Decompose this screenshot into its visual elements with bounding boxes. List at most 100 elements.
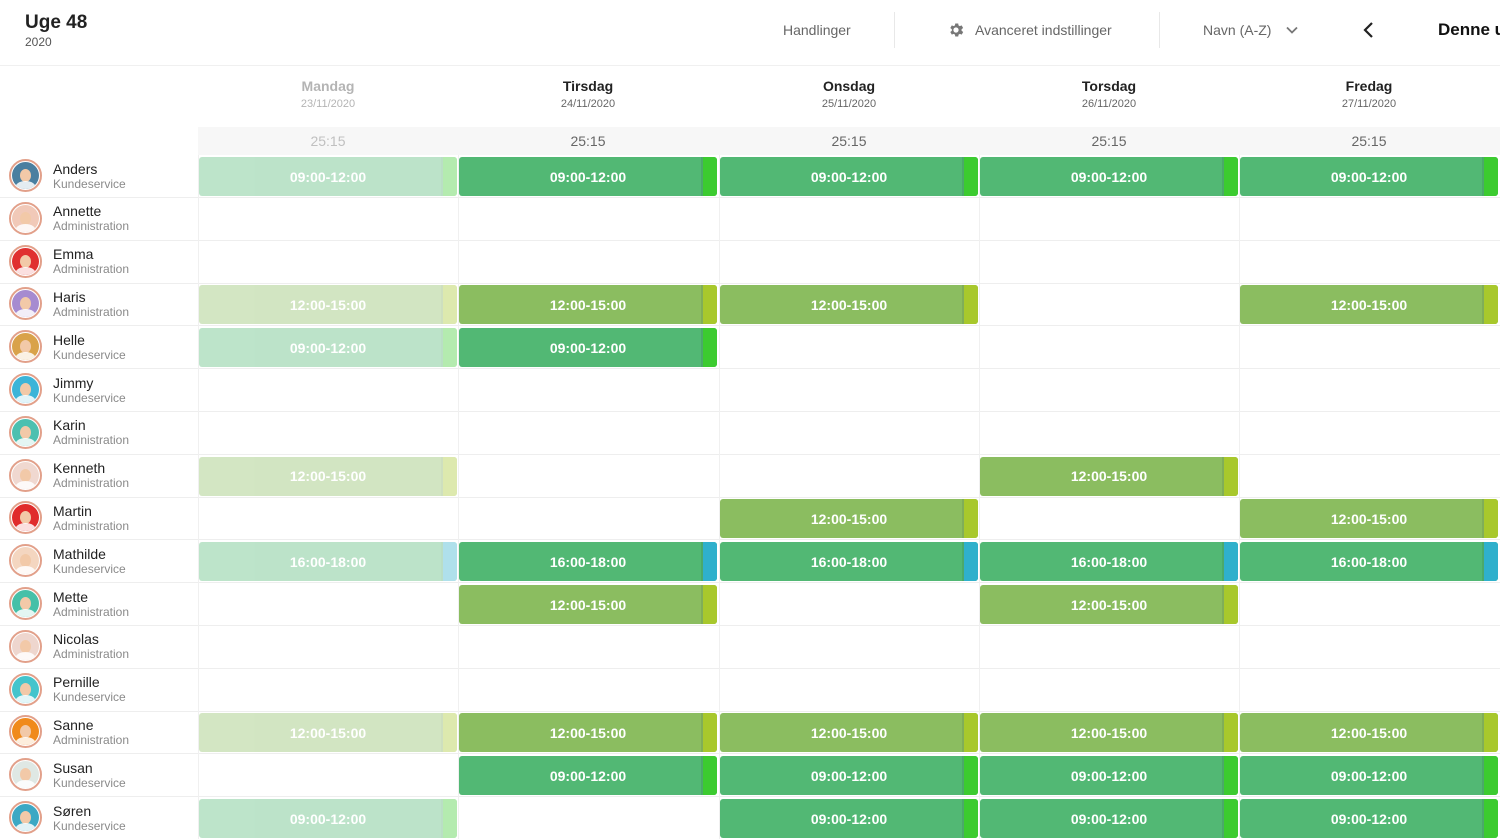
schedule-cell[interactable]: 12:00-15:00 xyxy=(979,583,1239,626)
employee-info[interactable]: Mathilde Kundeservice xyxy=(9,544,126,578)
schedule-cell[interactable]: 09:00-12:00 xyxy=(1239,754,1499,798)
sort-dropdown[interactable]: Navn (A-Z) xyxy=(1203,0,1299,60)
schedule-cell[interactable]: 16:00-18:00 xyxy=(198,540,458,584)
schedule-cell[interactable]: 12:00-15:00 xyxy=(1239,283,1499,327)
previous-week-button[interactable] xyxy=(1360,0,1378,60)
this-week-button[interactable]: Denne u xyxy=(1438,20,1500,39)
schedule-cell[interactable]: 16:00-18:00 xyxy=(719,540,979,584)
shift-block[interactable]: 12:00-15:00 xyxy=(1240,285,1498,325)
schedule-cell[interactable] xyxy=(719,240,979,284)
employee-info[interactable]: Søren Kundeservice xyxy=(9,801,126,834)
schedule-cell[interactable] xyxy=(979,240,1239,284)
schedule-cell[interactable]: 12:00-15:00 xyxy=(458,583,718,626)
employee-info[interactable]: Jimmy Kundeservice xyxy=(9,373,126,406)
day-header[interactable]: Torsdag 26/11/2020 xyxy=(979,78,1239,110)
shift-block[interactable]: 12:00-15:00 xyxy=(199,285,457,325)
schedule-cell[interactable] xyxy=(458,369,718,412)
schedule-cell[interactable] xyxy=(719,583,979,626)
schedule-cell[interactable] xyxy=(1239,369,1499,412)
shift-block[interactable]: 12:00-15:00 xyxy=(459,585,717,624)
schedule-cell[interactable] xyxy=(719,411,979,455)
schedule-cell[interactable]: 16:00-18:00 xyxy=(458,540,718,584)
shift-block[interactable]: 09:00-12:00 xyxy=(980,799,1238,838)
schedule-cell[interactable]: 09:00-12:00 xyxy=(458,754,718,798)
shift-block[interactable]: 16:00-18:00 xyxy=(1240,542,1498,582)
shift-block[interactable]: 09:00-12:00 xyxy=(720,756,978,796)
schedule-cell[interactable] xyxy=(458,625,718,669)
schedule-cell[interactable] xyxy=(458,240,718,284)
employee-info[interactable]: Anders Kundeservice xyxy=(9,159,126,192)
schedule-cell[interactable]: 09:00-12:00 xyxy=(198,797,458,839)
schedule-cell[interactable] xyxy=(719,454,979,498)
schedule-cell[interactable]: 09:00-12:00 xyxy=(458,326,718,370)
employee-info[interactable]: Susan Kundeservice xyxy=(9,758,126,792)
day-header[interactable]: Mandag 23/11/2020 xyxy=(198,78,458,110)
schedule-cell[interactable]: 09:00-12:00 xyxy=(458,155,718,198)
shift-block[interactable]: 16:00-18:00 xyxy=(980,542,1238,582)
schedule-cell[interactable] xyxy=(1239,583,1499,626)
shift-block[interactable]: 09:00-12:00 xyxy=(1240,756,1498,796)
schedule-cell[interactable] xyxy=(979,625,1239,669)
shift-block[interactable]: 12:00-15:00 xyxy=(980,585,1238,624)
day-header[interactable]: Fredag 27/11/2020 xyxy=(1239,78,1499,110)
schedule-cell[interactable] xyxy=(719,668,979,712)
schedule-cell[interactable] xyxy=(979,197,1239,241)
schedule-cell[interactable] xyxy=(458,668,718,712)
schedule-cell[interactable] xyxy=(458,197,718,241)
shift-block[interactable]: 09:00-12:00 xyxy=(459,157,717,196)
shift-block[interactable]: 09:00-12:00 xyxy=(459,756,717,796)
schedule-cell[interactable]: 12:00-15:00 xyxy=(1239,711,1499,755)
schedule-cell[interactable]: 12:00-15:00 xyxy=(198,283,458,327)
schedule-cell[interactable]: 12:00-15:00 xyxy=(719,497,979,541)
employee-info[interactable]: Karin Administration xyxy=(9,415,129,449)
schedule-cell[interactable] xyxy=(1239,668,1499,712)
schedule-cell[interactable] xyxy=(198,197,458,241)
employee-info[interactable]: Helle Kundeservice xyxy=(9,330,126,364)
schedule-cell[interactable] xyxy=(979,668,1239,712)
schedule-cell[interactable]: 09:00-12:00 xyxy=(979,754,1239,798)
day-header[interactable]: Tirsdag 24/11/2020 xyxy=(458,78,718,110)
schedule-cell[interactable] xyxy=(979,411,1239,455)
schedule-cell[interactable] xyxy=(979,283,1239,327)
schedule-cell[interactable] xyxy=(719,197,979,241)
schedule-cell[interactable]: 09:00-12:00 xyxy=(1239,155,1499,198)
shift-block[interactable]: 09:00-12:00 xyxy=(199,157,457,196)
employee-info[interactable]: Haris Administration xyxy=(9,287,129,321)
schedule-cell[interactable] xyxy=(198,497,458,541)
shift-block[interactable]: 09:00-12:00 xyxy=(199,328,457,368)
schedule-cell[interactable] xyxy=(458,797,718,839)
shift-block[interactable]: 09:00-12:00 xyxy=(199,799,457,838)
shift-block[interactable]: 09:00-12:00 xyxy=(720,799,978,838)
schedule-cell[interactable] xyxy=(719,625,979,669)
shift-block[interactable]: 16:00-18:00 xyxy=(459,542,717,582)
employee-info[interactable]: Sanne Administration xyxy=(9,715,129,749)
shift-block[interactable]: 09:00-12:00 xyxy=(980,157,1238,196)
schedule-cell[interactable] xyxy=(458,497,718,541)
schedule-cell[interactable] xyxy=(1239,625,1499,669)
day-header[interactable]: Onsdag 25/11/2020 xyxy=(719,78,979,110)
shift-block[interactable]: 09:00-12:00 xyxy=(459,328,717,368)
schedule-cell[interactable] xyxy=(979,326,1239,370)
schedule-cell[interactable] xyxy=(1239,326,1499,370)
advanced-settings-button[interactable]: Avanceret indstillinger xyxy=(947,0,1112,60)
schedule-cell[interactable]: 09:00-12:00 xyxy=(979,797,1239,839)
schedule-cell[interactable]: 09:00-12:00 xyxy=(198,155,458,198)
shift-block[interactable]: 12:00-15:00 xyxy=(1240,713,1498,753)
schedule-cell[interactable]: 16:00-18:00 xyxy=(1239,540,1499,584)
shift-block[interactable]: 12:00-15:00 xyxy=(980,713,1238,753)
employee-info[interactable]: Kenneth Administration xyxy=(9,458,129,492)
employee-info[interactable]: Emma Administration xyxy=(9,244,129,278)
schedule-cell[interactable] xyxy=(979,497,1239,541)
employee-info[interactable]: Mette Administration xyxy=(9,587,129,620)
employee-info[interactable]: Martin Administration xyxy=(9,501,129,535)
schedule-cell[interactable]: 16:00-18:00 xyxy=(979,540,1239,584)
schedule-cell[interactable] xyxy=(979,369,1239,412)
schedule-cell[interactable] xyxy=(1239,454,1499,498)
shift-block[interactable]: 16:00-18:00 xyxy=(720,542,978,582)
schedule-cell[interactable] xyxy=(198,583,458,626)
actions-button[interactable]: Handlinger xyxy=(783,22,851,38)
shift-block[interactable]: 09:00-12:00 xyxy=(1240,157,1498,196)
schedule-cell[interactable]: 12:00-15:00 xyxy=(1239,497,1499,541)
schedule-cell[interactable]: 12:00-15:00 xyxy=(979,711,1239,755)
schedule-cell[interactable] xyxy=(198,668,458,712)
